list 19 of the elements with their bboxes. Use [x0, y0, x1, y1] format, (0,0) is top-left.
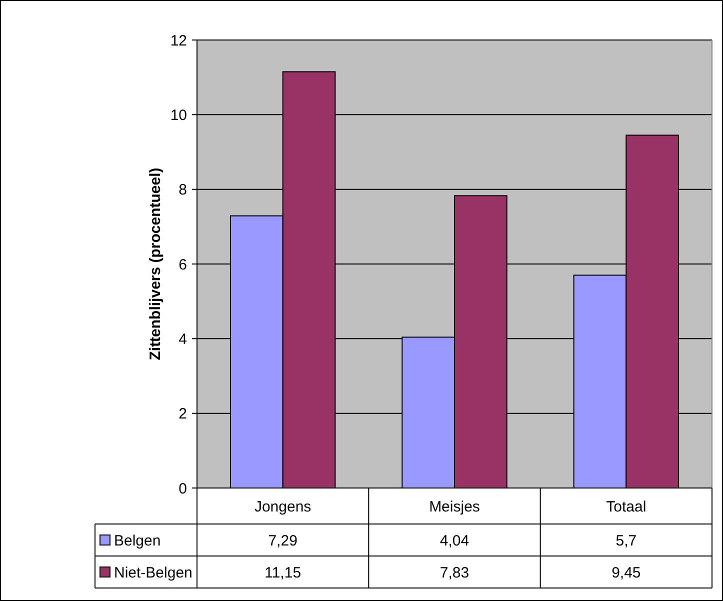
legend-label: Belgen [114, 532, 161, 550]
data-label: 7,83 [440, 564, 470, 582]
x-tick-label: Totaal [606, 498, 646, 516]
y-tick-label: 12 [170, 32, 187, 50]
data-label: 4,04 [440, 532, 470, 550]
y-tick-label: 6 [178, 256, 187, 274]
y-axis-title: Zittenblijvers (procentueel) [147, 168, 164, 360]
data-label: 7,29 [268, 532, 298, 550]
y-tick-label: 10 [170, 106, 187, 124]
data-label: 11,15 [264, 564, 302, 582]
data-label: 9,45 [612, 564, 641, 582]
data-label: 5,7 [616, 532, 637, 550]
y-tick-label: 0 [178, 480, 187, 498]
legend-label: Niet-Belgen [114, 564, 192, 582]
x-tick-label: Jongens [254, 498, 312, 516]
y-tick-label: 4 [178, 330, 187, 348]
x-tick-label: Meisjes [429, 498, 480, 516]
y-tick-label: 2 [178, 406, 187, 423]
y-tick-label: 8 [178, 182, 187, 199]
